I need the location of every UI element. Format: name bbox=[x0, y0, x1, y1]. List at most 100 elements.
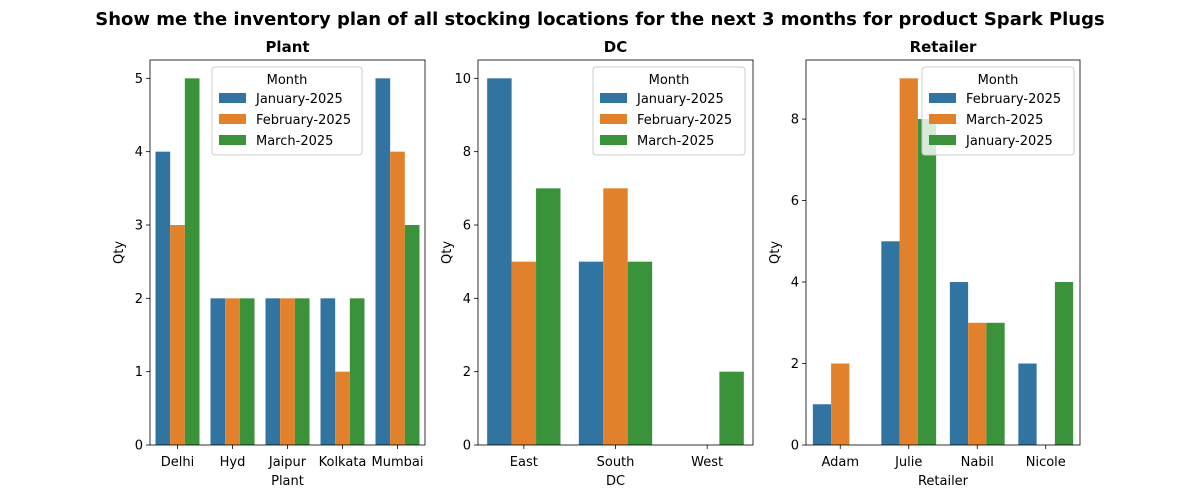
panel-dc: 0 2 4 6 8 10 East South West DC DC Qty Month January-… bbox=[440, 38, 754, 489]
bar-nicole-january-2025 bbox=[1054, 282, 1074, 445]
legend-title: Month bbox=[978, 73, 1019, 88]
bar-nabil-march-2025 bbox=[968, 322, 987, 445]
panel-retailer: 0 2 4 6 8 Adam Julie Nabil Nicole Retailer Retaile… bbox=[768, 38, 1081, 489]
x-tick-label: East bbox=[510, 455, 538, 470]
y-tick-label: 6 bbox=[791, 194, 799, 209]
legend-entry: March-2025 bbox=[966, 113, 1043, 128]
legend-swatch bbox=[219, 135, 246, 145]
legend-swatch bbox=[929, 93, 956, 103]
y-axis-label: Qty bbox=[440, 241, 455, 264]
x-tick-label: Nabil bbox=[961, 455, 994, 470]
bar-jaipur-january-2025 bbox=[265, 298, 281, 445]
x-tick-label: West bbox=[691, 455, 723, 470]
legend-entry: January-2025 bbox=[255, 92, 343, 107]
legend: Month January-2025 February-2025 March-2025 bbox=[592, 66, 746, 156]
x-tick-label: South bbox=[597, 455, 635, 470]
x-tick-label: Jaipur bbox=[268, 455, 307, 470]
legend-swatch bbox=[929, 135, 956, 145]
panel-title: Retailer bbox=[910, 38, 977, 56]
legend-entry: January-2025 bbox=[636, 92, 724, 107]
bar-kolkata-february-2025 bbox=[335, 371, 350, 445]
bar-mumbai-january-2025 bbox=[375, 78, 391, 445]
legend-box bbox=[921, 66, 1075, 156]
legend-swatch bbox=[600, 93, 627, 103]
legend-swatch bbox=[600, 114, 627, 124]
legend: Month January-2025 February-2025 March-2025 bbox=[211, 66, 363, 156]
x-axis-label: Plant bbox=[271, 474, 304, 489]
bar-delhi-january-2025 bbox=[155, 151, 171, 445]
y-tick-label: 0 bbox=[463, 439, 471, 454]
chart-suptitle: Show me the inventory plan of all stocki… bbox=[95, 9, 1104, 30]
legend-entry: March-2025 bbox=[256, 134, 333, 149]
bar-kolkata-january-2025 bbox=[320, 298, 336, 445]
bar-east-january-2025 bbox=[487, 78, 512, 445]
x-tick-label: Delhi bbox=[161, 455, 194, 470]
bar-mumbai-february-2025 bbox=[390, 151, 405, 445]
panel-title: DC bbox=[604, 38, 627, 56]
bar-jaipur-february-2025 bbox=[280, 298, 295, 445]
y-tick-label: 2 bbox=[463, 365, 471, 380]
legend-swatch bbox=[219, 93, 246, 103]
y-tick-label: 6 bbox=[463, 219, 471, 234]
y-axis-label: Qty bbox=[768, 241, 783, 264]
legend-swatch bbox=[929, 114, 956, 124]
legend-entry: February-2025 bbox=[256, 113, 351, 128]
legend-box bbox=[592, 66, 746, 156]
bar-kolkata-march-2025 bbox=[349, 298, 365, 445]
bar-nabil-february-2025 bbox=[949, 282, 969, 445]
legend-entry: February-2025 bbox=[966, 92, 1061, 107]
bar-delhi-march-2025 bbox=[184, 78, 200, 445]
bar-south-february-2025 bbox=[603, 188, 628, 446]
y-tick-label: 4 bbox=[463, 292, 471, 307]
legend-swatch bbox=[600, 135, 627, 145]
y-tick-label: 8 bbox=[791, 113, 799, 128]
y-tick-label: 4 bbox=[791, 276, 799, 291]
bar-hyd-march-2025 bbox=[239, 298, 255, 445]
bar-hyd-february-2025 bbox=[225, 298, 240, 445]
y-tick-label: 5 bbox=[135, 72, 143, 87]
y-tick-label: 2 bbox=[135, 292, 143, 307]
x-axis-label: DC bbox=[606, 474, 625, 489]
x-tick-label: Mumbai bbox=[372, 455, 424, 470]
y-tick-label: 3 bbox=[135, 219, 143, 234]
axes-frame bbox=[805, 59, 1081, 446]
y-axis-label: Qty bbox=[112, 241, 127, 264]
x-tick-label: Julie bbox=[894, 455, 922, 470]
legend-entry: February-2025 bbox=[637, 113, 732, 128]
legend: Month February-2025 March-2025 January-2025 bbox=[921, 66, 1075, 156]
bar-julie-march-2025 bbox=[899, 78, 918, 445]
bar-adam-march-2025 bbox=[831, 363, 850, 445]
legend-entry: March-2025 bbox=[637, 134, 714, 149]
bar-adam-february-2025 bbox=[812, 404, 832, 445]
legend-swatch bbox=[219, 114, 246, 124]
y-tick-label: 0 bbox=[135, 439, 143, 454]
x-tick-label: Adam bbox=[821, 455, 859, 470]
panel-title: Plant bbox=[265, 38, 309, 56]
bar-south-january-2025 bbox=[578, 261, 604, 445]
y-tick-label: 1 bbox=[135, 365, 143, 380]
y-tick-label: 2 bbox=[791, 357, 799, 372]
x-tick-label: Hyd bbox=[220, 455, 246, 470]
y-tick-label: 8 bbox=[463, 145, 471, 160]
legend-title: Month bbox=[267, 73, 308, 88]
x-tick-label: Kolkata bbox=[319, 455, 367, 470]
bar-hyd-january-2025 bbox=[210, 298, 226, 445]
bar-east-march-2025 bbox=[536, 188, 561, 446]
bar-nabil-january-2025 bbox=[986, 322, 1005, 445]
bar-south-march-2025 bbox=[627, 261, 653, 445]
legend-title: Month bbox=[649, 73, 690, 88]
legend-entry: January-2025 bbox=[965, 134, 1053, 149]
legend-box bbox=[211, 66, 363, 156]
panel-plant: 0 1 2 3 4 5 Delhi Hyd Jaipur Kolkata Mumbai Plant Pl… bbox=[112, 38, 426, 489]
bar-east-february-2025 bbox=[511, 261, 537, 445]
x-axis-label: Retailer bbox=[918, 474, 969, 489]
bar-julie-january-2025 bbox=[917, 119, 937, 446]
bar-nicole-february-2025 bbox=[1018, 363, 1037, 445]
x-tick-label: Nicole bbox=[1026, 455, 1066, 470]
bar-west-march-2025 bbox=[719, 371, 744, 445]
y-tick-label: 10 bbox=[454, 72, 471, 87]
y-tick-label: 4 bbox=[135, 145, 143, 160]
bar-mumbai-march-2025 bbox=[404, 225, 420, 445]
